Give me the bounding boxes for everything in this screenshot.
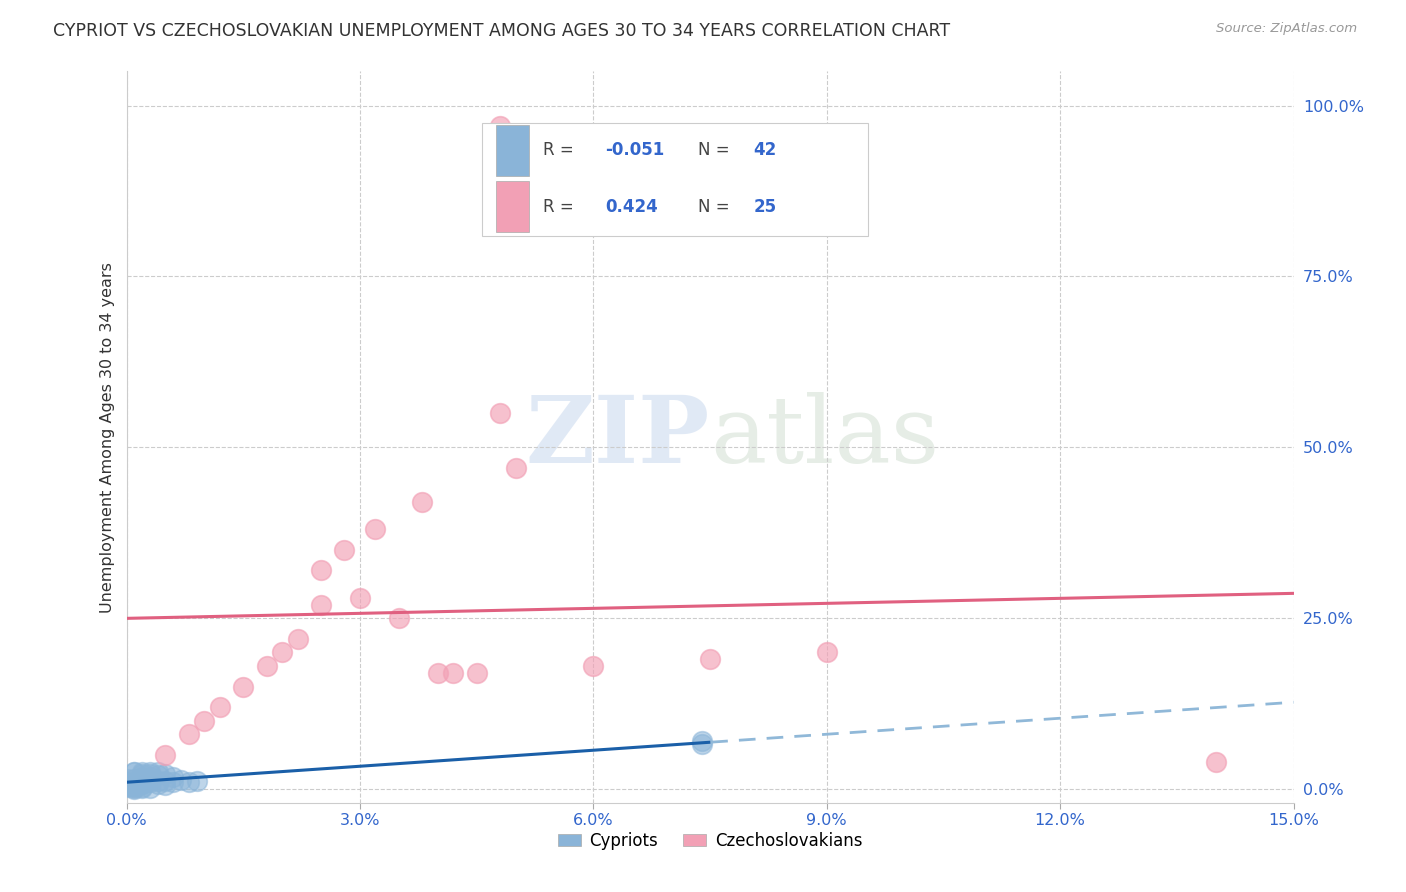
Point: [699, 652, 721, 666]
Y-axis label: Unemployment Among Ages 30 to 34 years: Unemployment Among Ages 30 to 34 years: [100, 261, 115, 613]
Point: [208, 700, 231, 714]
Point: [193, 714, 215, 728]
Point: [139, 770, 162, 784]
Point: [309, 598, 332, 612]
Point: [124, 779, 146, 793]
Point: [162, 775, 184, 789]
Point: [124, 765, 146, 780]
Point: [146, 777, 169, 791]
Text: 25: 25: [754, 198, 776, 216]
Point: [131, 770, 153, 784]
Point: [177, 775, 200, 789]
Point: [131, 765, 153, 780]
Point: [131, 777, 153, 791]
Text: CYPRIOT VS CZECHOSLOVAKIAN UNEMPLOYMENT AMONG AGES 30 TO 34 YEARS CORRELATION CH: CYPRIOT VS CZECHOSLOVAKIAN UNEMPLOYMENT …: [53, 22, 950, 40]
Point: [131, 773, 153, 788]
Point: [505, 460, 527, 475]
Point: [131, 780, 153, 795]
Point: [333, 542, 356, 557]
Point: [256, 659, 278, 673]
Bar: [496, 181, 529, 232]
Point: [364, 522, 387, 536]
Text: 42: 42: [754, 141, 776, 160]
Text: R =: R =: [543, 198, 574, 216]
Bar: [496, 125, 529, 176]
Text: N =: N =: [699, 141, 730, 160]
FancyBboxPatch shape: [482, 122, 868, 235]
Text: R =: R =: [543, 141, 574, 160]
Point: [489, 406, 512, 420]
Point: [115, 775, 138, 789]
Point: [124, 780, 146, 794]
Point: [155, 773, 177, 788]
Point: [124, 775, 146, 789]
Point: [155, 778, 177, 792]
Point: [124, 765, 146, 780]
Point: [287, 632, 309, 646]
Point: [155, 747, 177, 762]
Point: [186, 773, 208, 788]
Text: N =: N =: [699, 198, 730, 216]
Text: -0.051: -0.051: [605, 141, 664, 160]
Point: [489, 119, 512, 133]
Point: [115, 772, 138, 786]
Point: [388, 611, 411, 625]
Point: [115, 779, 138, 793]
Point: [349, 591, 371, 605]
Point: [170, 772, 193, 787]
Point: [582, 659, 605, 673]
Point: [1205, 755, 1227, 769]
Point: [131, 780, 153, 794]
Point: [115, 780, 138, 794]
Point: [232, 680, 254, 694]
Point: [139, 767, 162, 781]
Point: [441, 665, 464, 680]
Point: [426, 665, 449, 680]
Legend: Cypriots, Czechoslovakians: Cypriots, Czechoslovakians: [551, 825, 869, 856]
Text: atlas: atlas: [710, 392, 939, 482]
Point: [271, 645, 294, 659]
Point: [146, 768, 169, 782]
Point: [690, 734, 713, 748]
Text: 0.424: 0.424: [605, 198, 658, 216]
Point: [146, 773, 169, 788]
Point: [124, 782, 146, 797]
Point: [177, 727, 200, 741]
Point: [155, 767, 177, 781]
Point: [309, 563, 332, 577]
Point: [124, 772, 146, 786]
Point: [162, 770, 184, 784]
Point: [411, 495, 433, 509]
Text: ZIP: ZIP: [526, 392, 710, 482]
Point: [131, 767, 153, 781]
Point: [124, 780, 146, 795]
Point: [690, 737, 713, 751]
Text: Source: ZipAtlas.com: Source: ZipAtlas.com: [1216, 22, 1357, 36]
Point: [146, 765, 169, 780]
Point: [465, 665, 488, 680]
Point: [139, 775, 162, 789]
Point: [139, 780, 162, 795]
Point: [124, 777, 146, 791]
Point: [124, 779, 146, 793]
Point: [139, 772, 162, 787]
Point: [139, 765, 162, 780]
Point: [131, 777, 153, 791]
Point: [815, 645, 838, 659]
